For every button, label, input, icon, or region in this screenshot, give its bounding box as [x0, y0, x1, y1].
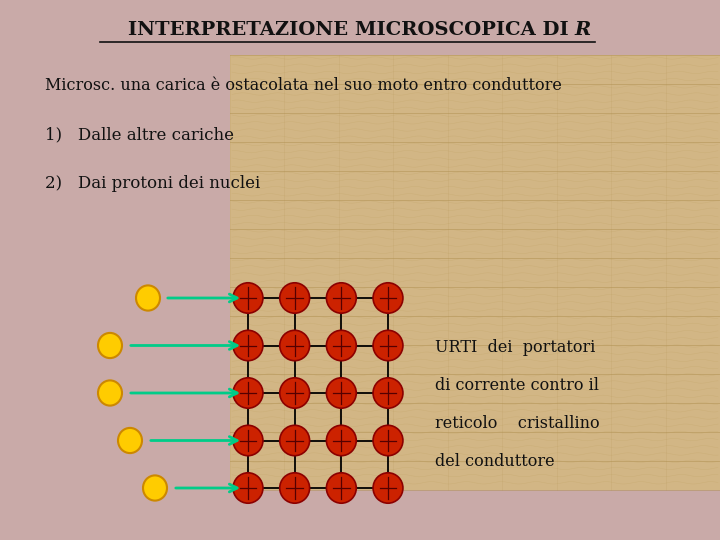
- Ellipse shape: [373, 378, 403, 408]
- Ellipse shape: [233, 378, 263, 408]
- Text: Microsc. una carica è ostacolata nel suo moto entro conduttore: Microsc. una carica è ostacolata nel suo…: [45, 77, 562, 93]
- Ellipse shape: [233, 283, 263, 313]
- Ellipse shape: [98, 333, 122, 358]
- Ellipse shape: [280, 283, 310, 313]
- Ellipse shape: [326, 283, 356, 313]
- Ellipse shape: [326, 426, 356, 456]
- Ellipse shape: [118, 428, 142, 453]
- Text: del conduttore: del conduttore: [435, 454, 554, 470]
- Ellipse shape: [280, 426, 310, 456]
- Text: reticolo    cristallino: reticolo cristallino: [435, 415, 600, 433]
- Ellipse shape: [233, 330, 263, 361]
- Ellipse shape: [98, 380, 122, 406]
- Text: R: R: [574, 21, 590, 39]
- Text: 1)   Dalle altre cariche: 1) Dalle altre cariche: [45, 126, 234, 144]
- Text: 2)   Dai protoni dei nuclei: 2) Dai protoni dei nuclei: [45, 174, 260, 192]
- Ellipse shape: [373, 283, 403, 313]
- Ellipse shape: [373, 473, 403, 503]
- Text: di corrente contro il: di corrente contro il: [435, 377, 599, 395]
- Ellipse shape: [280, 378, 310, 408]
- Ellipse shape: [373, 426, 403, 456]
- Ellipse shape: [280, 330, 310, 361]
- Text: URTI  dei  portatori: URTI dei portatori: [435, 340, 595, 356]
- Ellipse shape: [326, 378, 356, 408]
- Ellipse shape: [280, 473, 310, 503]
- Ellipse shape: [233, 426, 263, 456]
- Ellipse shape: [143, 475, 167, 501]
- Ellipse shape: [326, 330, 356, 361]
- Ellipse shape: [233, 473, 263, 503]
- Ellipse shape: [326, 473, 356, 503]
- Text: INTERPRETAZIONE MICROSCOPICA DI: INTERPRETAZIONE MICROSCOPICA DI: [128, 21, 576, 39]
- Bar: [230, 55, 720, 490]
- Ellipse shape: [136, 286, 160, 310]
- Ellipse shape: [373, 330, 403, 361]
